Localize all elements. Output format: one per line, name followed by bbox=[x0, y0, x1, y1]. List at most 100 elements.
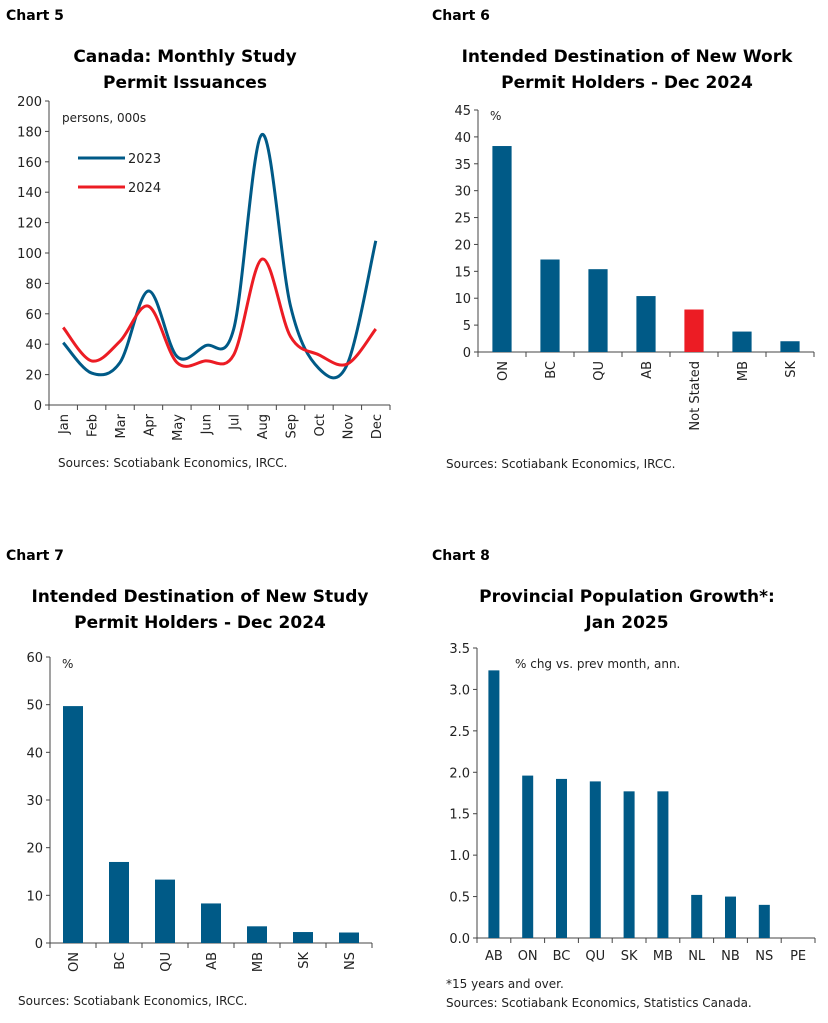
x-tick-label: MB bbox=[653, 949, 673, 964]
chart-number-label: Chart 8 bbox=[432, 548, 490, 564]
line-series-2023 bbox=[62, 132, 378, 380]
bar-nl bbox=[691, 894, 703, 938]
y-tick-label: 15 bbox=[454, 265, 471, 280]
x-tick-label: NS bbox=[343, 952, 358, 970]
x-tick-label: BC bbox=[544, 361, 559, 379]
y-tick-label: 40 bbox=[26, 746, 43, 761]
y-tick-label: 30 bbox=[26, 794, 43, 809]
x-tick-label: ON bbox=[518, 949, 538, 964]
bar-not-stated bbox=[684, 309, 704, 352]
bar-ns bbox=[339, 932, 359, 943]
x-tick-label: BC bbox=[113, 952, 128, 970]
x-tick-label: QU bbox=[159, 952, 174, 972]
x-tick-label: SK bbox=[297, 952, 312, 969]
x-tick-label: May bbox=[171, 414, 186, 441]
unit-note: % chg vs. prev month, ann. bbox=[515, 657, 680, 671]
chart-title: Jan 2025 bbox=[584, 613, 668, 633]
x-tick-label: Apr bbox=[142, 413, 157, 436]
bar-on bbox=[522, 775, 534, 938]
bar-nb bbox=[725, 896, 736, 938]
bar-ns bbox=[758, 904, 770, 938]
unit-note: persons, 000s bbox=[62, 111, 146, 125]
chart-number-label: Chart 7 bbox=[6, 548, 64, 564]
x-tick-label: QU bbox=[592, 361, 607, 381]
y-tick-label: 60 bbox=[25, 308, 42, 323]
bar-on bbox=[63, 706, 83, 943]
x-tick-label: SK bbox=[621, 949, 638, 964]
footnote: *15 years and over. bbox=[446, 977, 564, 991]
bar-on bbox=[492, 146, 512, 352]
x-tick-label: NS bbox=[755, 949, 773, 964]
y-tick-label: 0.0 bbox=[449, 932, 470, 947]
chart-title: Permit Holders - Dec 2024 bbox=[501, 73, 753, 93]
y-tick-label: 20 bbox=[26, 842, 43, 857]
y-tick-label: 100 bbox=[17, 247, 42, 262]
chart-title: Permit Holders - Dec 2024 bbox=[74, 613, 326, 633]
legend-label: 2024 bbox=[128, 181, 161, 196]
x-tick-label: BC bbox=[553, 949, 571, 964]
x-tick-label: Jan bbox=[57, 414, 72, 435]
chart-c7: Chart 7 Intended Destination of New Study… bbox=[6, 548, 373, 1008]
bar-ab bbox=[488, 670, 500, 938]
source-note: Sources: Scotiabank Economics, IRCC. bbox=[18, 994, 247, 1008]
chart-number-label: Chart 5 bbox=[6, 8, 64, 24]
y-tick-label: 180 bbox=[17, 125, 42, 140]
bar-mb bbox=[247, 926, 267, 943]
chart-number-label: Chart 6 bbox=[432, 8, 490, 24]
y-tick-label: 35 bbox=[454, 158, 471, 173]
y-tick-label: 45 bbox=[454, 104, 471, 119]
y-tick-label: 60 bbox=[26, 651, 43, 666]
y-tick-label: 10 bbox=[454, 292, 471, 307]
legend-label: 2023 bbox=[128, 152, 161, 167]
y-tick-label: 2.0 bbox=[449, 766, 470, 781]
x-tick-label: AB bbox=[485, 949, 503, 964]
x-tick-label: ON bbox=[67, 952, 82, 972]
source-note: Sources: Scotiabank Economics, IRCC. bbox=[58, 456, 287, 470]
x-tick-label: AB bbox=[205, 952, 220, 970]
x-tick-label: Nov bbox=[341, 414, 356, 440]
y-tick-label: 0 bbox=[463, 346, 471, 361]
bar-qu bbox=[589, 781, 601, 938]
x-tick-label: Feb bbox=[86, 414, 101, 437]
y-tick-label: 140 bbox=[17, 186, 42, 201]
source-note: Sources: Scotiabank Economics, IRCC. bbox=[446, 457, 675, 471]
bar-mb bbox=[657, 791, 669, 938]
chart-title: Permit Issuances bbox=[103, 73, 267, 93]
bar-mb bbox=[732, 331, 752, 352]
y-tick-label: 3.0 bbox=[449, 683, 470, 698]
y-tick-label: 0.5 bbox=[449, 891, 470, 906]
bar-ab bbox=[636, 296, 656, 352]
y-tick-label: 120 bbox=[17, 217, 42, 232]
chart-title: Intended Destination of New Study bbox=[31, 587, 368, 607]
y-tick-label: 160 bbox=[17, 156, 42, 171]
y-tick-label: 3.5 bbox=[449, 642, 470, 657]
chart-title: Intended Destination of New Work bbox=[462, 47, 793, 67]
bar-qu bbox=[155, 879, 175, 943]
y-tick-label: 50 bbox=[26, 699, 43, 714]
y-tick-label: 25 bbox=[454, 212, 471, 227]
line-series-2024 bbox=[62, 257, 377, 368]
chart-title: Canada: Monthly Study bbox=[73, 47, 296, 67]
y-tick-label: 30 bbox=[454, 185, 471, 200]
x-tick-label: Not Stated bbox=[688, 361, 703, 431]
x-tick-label: AB bbox=[640, 361, 655, 379]
x-tick-label: PE bbox=[790, 949, 806, 964]
x-tick-label: Jun bbox=[199, 414, 214, 435]
bar-bc bbox=[556, 778, 567, 938]
y-tick-label: 40 bbox=[25, 338, 42, 353]
y-tick-label: 20 bbox=[454, 238, 471, 253]
x-tick-label: Jul bbox=[228, 414, 243, 431]
x-tick-label: MB bbox=[251, 952, 266, 972]
bar-ab bbox=[201, 903, 221, 943]
x-tick-label: NL bbox=[688, 949, 706, 964]
x-tick-label: MB bbox=[736, 361, 751, 381]
y-tick-label: 1.5 bbox=[449, 808, 470, 823]
y-tick-label: 2.5 bbox=[449, 725, 470, 740]
y-tick-label: 0 bbox=[34, 399, 42, 414]
x-tick-label: ON bbox=[496, 361, 511, 381]
y-tick-label: 40 bbox=[454, 131, 471, 146]
y-tick-label: 80 bbox=[25, 277, 42, 292]
x-tick-label: SK bbox=[784, 361, 799, 378]
